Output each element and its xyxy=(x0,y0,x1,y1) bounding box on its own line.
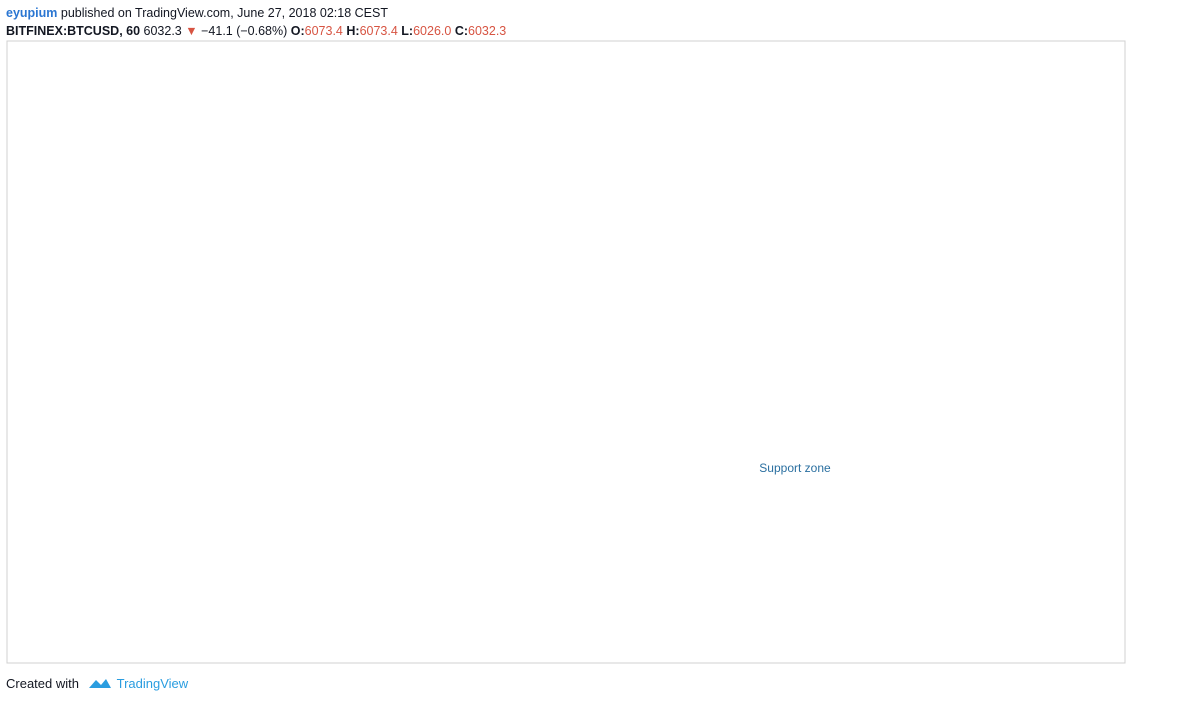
ohlc-value: 6032.3 xyxy=(468,24,507,38)
ohlc-label: O: xyxy=(290,24,305,38)
footer: Created with TradingView xyxy=(6,676,188,691)
arrow: ▼ xyxy=(185,24,198,38)
annotation: Support zone xyxy=(759,461,831,475)
symbol: BITFINEX:BTCUSD, 60 xyxy=(6,24,141,38)
ohlc-value: 6073.4 xyxy=(304,24,343,38)
change: −41.1 (−0.68%) xyxy=(201,24,288,38)
header-line: eyupium published on TradingView.com, Ju… xyxy=(6,4,506,22)
chart: Support zone xyxy=(6,40,1126,664)
header-line: BITFINEX:BTCUSD, 60 6032.3 ▼ −41.1 (−0.6… xyxy=(6,22,506,40)
pane-border xyxy=(6,40,1126,664)
author[interactable]: eyupium xyxy=(6,6,58,20)
ohlc-label: L: xyxy=(401,24,414,38)
published: published on TradingView.com, June 27, 2… xyxy=(60,6,388,20)
header: eyupium published on TradingView.com, Ju… xyxy=(6,4,506,40)
ohlc-value: 6073.4 xyxy=(359,24,398,38)
ohlc: O:6073.4 H:6073.4 L:6026.0 C:6032.3 xyxy=(291,24,507,38)
created: Created with xyxy=(6,676,79,691)
logo xyxy=(89,679,111,688)
last: 6032.3 xyxy=(143,24,182,38)
brand[interactable]: TradingView xyxy=(116,676,189,691)
ohlc-value: 6026.0 xyxy=(413,24,452,38)
ohlc-label: C: xyxy=(454,24,469,38)
ohlc-label: H: xyxy=(346,24,360,38)
